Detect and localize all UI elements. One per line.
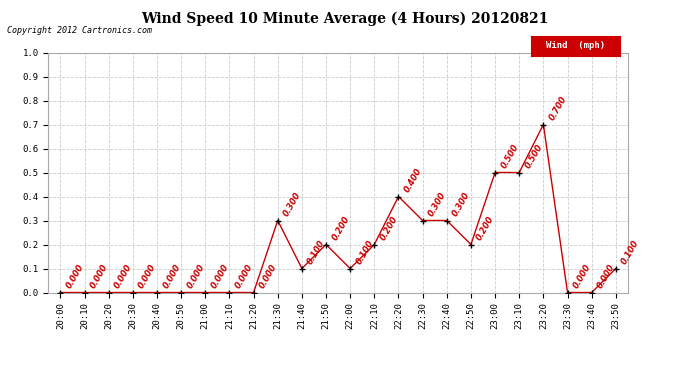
Text: 0.000: 0.000: [572, 262, 593, 290]
Text: Copyright 2012 Cartronics.com: Copyright 2012 Cartronics.com: [7, 26, 152, 35]
Text: 0.100: 0.100: [355, 238, 375, 266]
Text: 0.300: 0.300: [282, 190, 303, 218]
Text: 0.300: 0.300: [451, 190, 472, 218]
Text: 0.000: 0.000: [65, 262, 86, 290]
Text: 0.300: 0.300: [427, 190, 448, 218]
Text: 0.500: 0.500: [524, 142, 544, 170]
Text: 0.000: 0.000: [113, 262, 134, 290]
Text: 0.200: 0.200: [475, 214, 496, 242]
Text: 0.500: 0.500: [500, 142, 520, 170]
Text: Wind Speed 10 Minute Average (4 Hours) 20120821: Wind Speed 10 Minute Average (4 Hours) 2…: [141, 11, 549, 26]
Text: 0.000: 0.000: [596, 262, 617, 290]
Text: 0.000: 0.000: [186, 262, 206, 290]
Text: 0.000: 0.000: [258, 262, 279, 290]
Text: 0.000: 0.000: [137, 262, 158, 290]
Text: 0.200: 0.200: [331, 214, 351, 242]
Text: 0.000: 0.000: [161, 262, 182, 290]
Text: 0.000: 0.000: [89, 262, 110, 290]
Text: 0.100: 0.100: [306, 238, 327, 266]
Text: 0.700: 0.700: [548, 94, 569, 122]
Text: 0.000: 0.000: [234, 262, 255, 290]
Text: 0.400: 0.400: [403, 166, 424, 194]
Text: 0.200: 0.200: [379, 214, 400, 242]
Text: 0.100: 0.100: [620, 238, 641, 266]
Text: Wind  (mph): Wind (mph): [546, 42, 605, 51]
Text: 0.000: 0.000: [210, 262, 230, 290]
